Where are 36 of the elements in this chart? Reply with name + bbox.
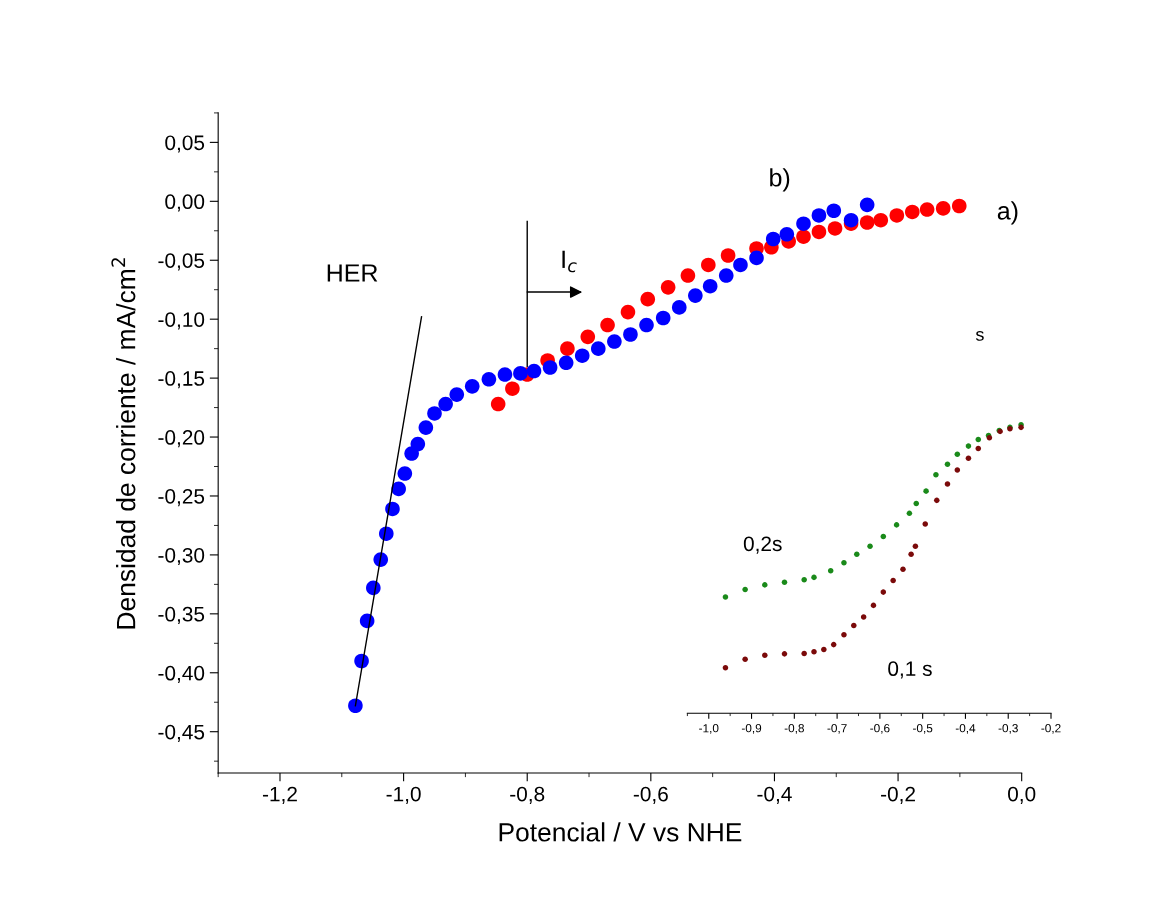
y-tick-label: 0,00 [165, 194, 205, 212]
x-tick-label: -0,6 [870, 724, 890, 734]
text: 0,1 s [888, 661, 932, 679]
y-tick-label: 0,05 [165, 135, 205, 153]
x-tick-label: -0,4 [955, 724, 976, 734]
x-tick-label: -0,9 [741, 724, 762, 734]
y-tick-label: -0,35 [158, 606, 205, 625]
y-tick-label: -0,10 [158, 312, 205, 330]
x-axis-title: Potencial / V vs NHE [499, 822, 742, 842]
y-tick-label: -0,25 [158, 488, 205, 507]
x-tick-label: -0,7 [827, 724, 847, 734]
x-tick-label: -1,0 [386, 786, 421, 804]
x-tick-label: -0,2 [1041, 724, 1061, 734]
y-tick-label: -0,15 [158, 371, 205, 389]
x-tick-label: -1,2 [262, 786, 297, 804]
y-tick-label: -0,05 [158, 253, 205, 271]
x-tick-label: -0,6 [633, 786, 668, 804]
annotation: HER [327, 264, 378, 282]
y-tick-label: -0,30 [158, 547, 205, 566]
y-tick-label: -0,20 [158, 430, 205, 448]
series-label: b) [770, 168, 790, 192]
annotation: s [975, 330, 984, 341]
y-tick-label: -0,40 [158, 665, 205, 683]
x-tick-label: -0,2 [881, 786, 915, 804]
x-tick-label: -0,8 [510, 786, 545, 804]
annotation: I$_{c}$ [562, 250, 577, 273]
x-tick-label: -0,4 [757, 786, 792, 804]
y-tick-label: -0,45 [158, 724, 205, 742]
series-label: 0,2s [743, 536, 782, 554]
y-axis-title: Densidad de corriente / mA/cm$^{2}$ [111, 258, 136, 629]
x-tick-label: -0,5 [913, 724, 933, 734]
x-tick-label: 0,0 [1008, 786, 1036, 804]
x-tick-label: -1,0 [699, 724, 719, 734]
x-tick-label: -0,8 [784, 724, 804, 734]
series-label: a) [997, 201, 1018, 225]
x-tick-label: -0,3 [998, 724, 1018, 734]
